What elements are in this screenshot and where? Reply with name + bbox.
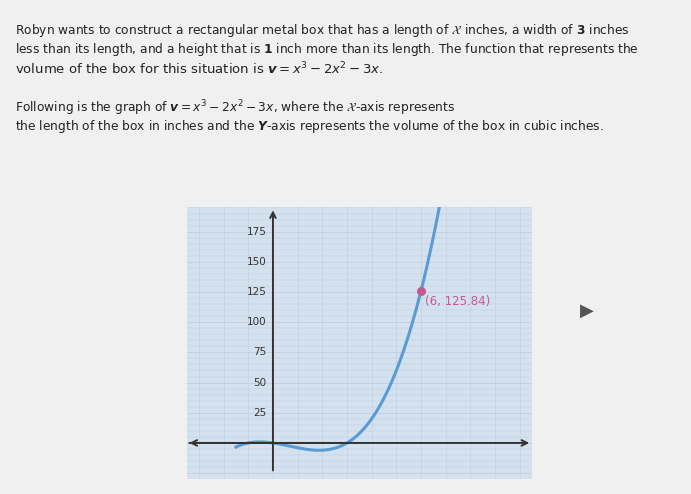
Text: 175: 175 (247, 227, 267, 237)
Text: 100: 100 (247, 317, 267, 327)
Text: 150: 150 (247, 257, 267, 267)
Text: less than its length, and a height that is $\mathbf{1}$ inch more than its lengt: less than its length, and a height that … (15, 41, 639, 57)
Text: 75: 75 (254, 347, 267, 357)
Text: Robyn wants to construct a rectangular metal box that has a length of $\mathcal{: Robyn wants to construct a rectangular m… (15, 22, 630, 39)
Text: volume of the box for this situation is $\boldsymbol{v} = x^3 - 2x^2 - 3x.$: volume of the box for this situation is … (15, 60, 384, 77)
Text: Following is the graph of $\boldsymbol{v} = x^3 - 2x^2 - 3x$, where the $\mathca: Following is the graph of $\boldsymbol{v… (15, 99, 455, 119)
Text: 25: 25 (254, 408, 267, 418)
Text: ▶: ▶ (580, 302, 594, 320)
Text: the length of the box in inches and the $\boldsymbol{Y}$-axis represents the vol: the length of the box in inches and the … (15, 118, 604, 134)
Text: 50: 50 (254, 377, 267, 388)
Text: 125: 125 (247, 287, 267, 297)
Text: (6, 125.84): (6, 125.84) (425, 295, 490, 308)
